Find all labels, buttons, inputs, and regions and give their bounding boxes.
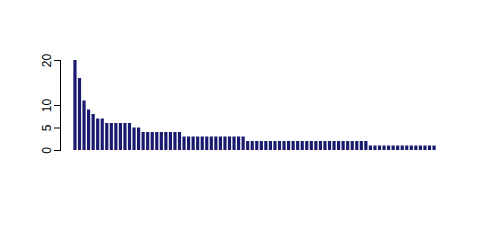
svg-text:10: 10 xyxy=(40,99,54,113)
svg-text:5: 5 xyxy=(40,124,54,131)
svg-text:20: 20 xyxy=(40,54,54,68)
svg-text:0: 0 xyxy=(40,147,54,154)
